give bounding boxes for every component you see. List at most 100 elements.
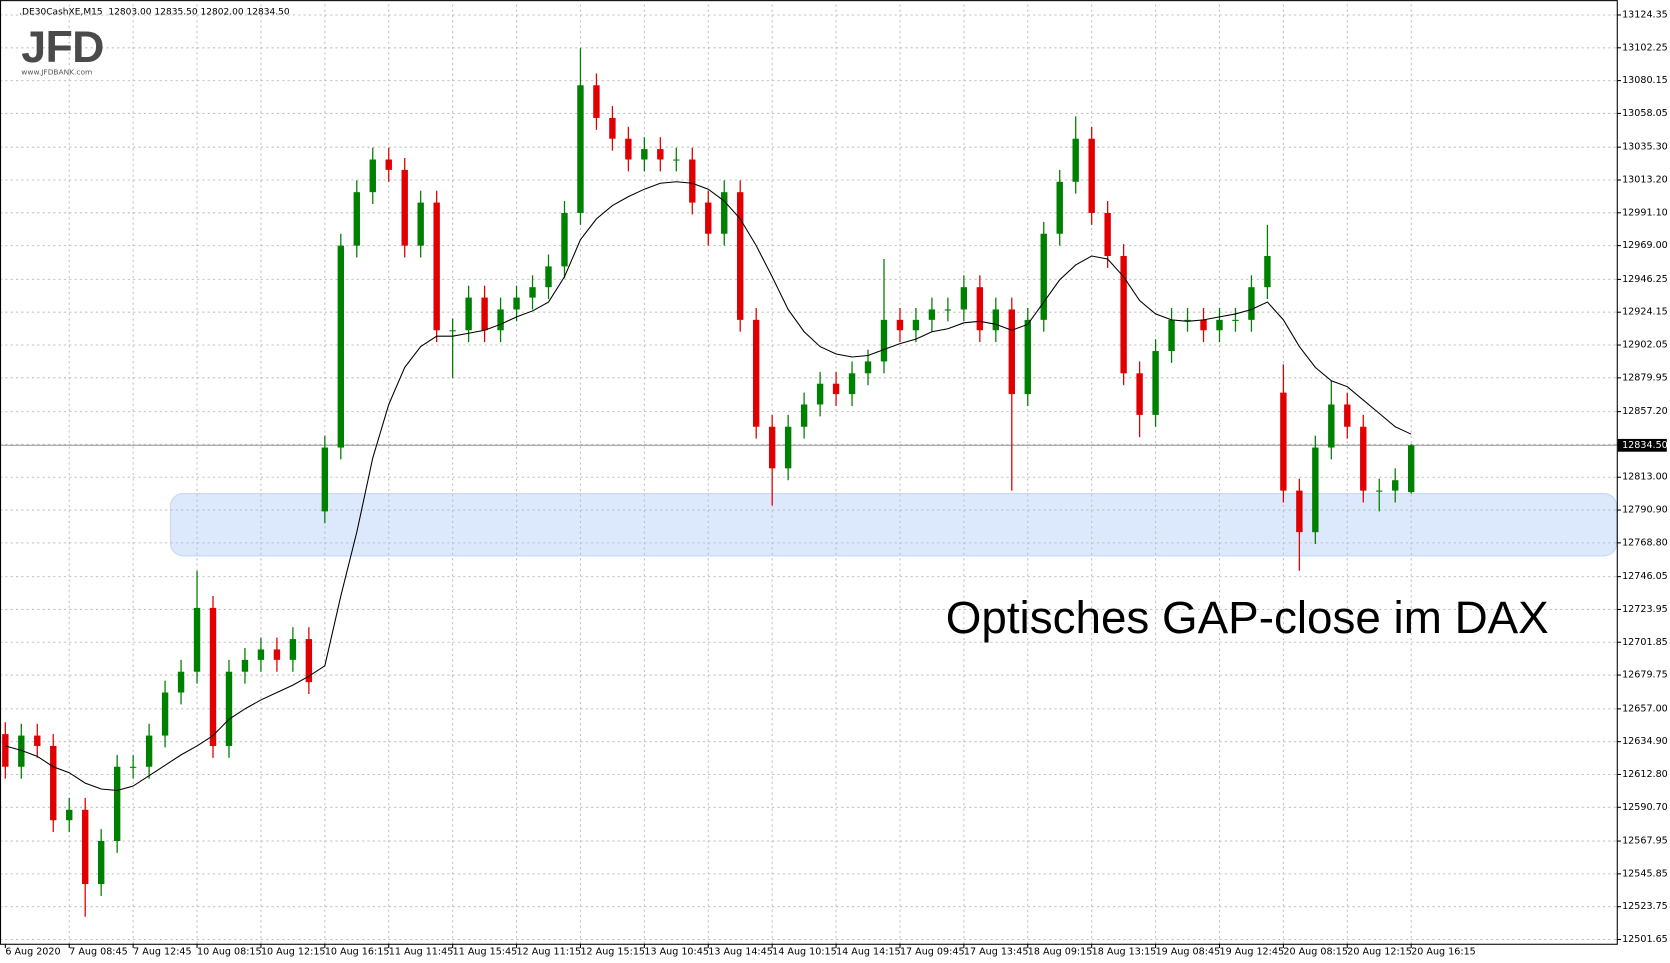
annotation: Optisches GAP-close im DAX — [946, 592, 1549, 643]
candle-body — [529, 287, 536, 298]
x-tick-label: 14 Aug 10:15 — [772, 947, 837, 958]
candle-body — [1392, 480, 1399, 491]
candle-body — [177, 671, 185, 693]
zone-layer — [169, 493, 1618, 557]
x-tick-label: 10 Aug 08:15 — [197, 947, 262, 958]
candle-body — [353, 192, 360, 246]
x-tick-label: 12 Aug 15:15 — [580, 947, 645, 958]
x-tick-label: 10 Aug 16:15 — [325, 947, 390, 958]
candle-body — [864, 361, 872, 374]
candle-body — [545, 266, 552, 288]
moving-average — [5, 181, 1412, 792]
y-tick-label: 12746.05 — [1622, 571, 1668, 582]
candle-body — [577, 85, 584, 213]
x-tick-label: 17 Aug 09:45 — [900, 947, 965, 958]
x-tick-label: 20 Aug 16:15 — [1411, 947, 1476, 958]
candle-body — [800, 404, 808, 427]
candle-body — [1264, 256, 1271, 288]
x-tick-label: 10 Aug 12:15 — [261, 947, 326, 958]
x-tick-label: 14 Aug 14:15 — [836, 947, 901, 958]
candle-body — [449, 330, 456, 332]
candle-body — [145, 735, 153, 767]
candle-body — [465, 297, 472, 331]
y-tick-label: 12545.85 — [1622, 868, 1668, 879]
y-tick-label: 12501.65 — [1622, 934, 1668, 945]
candle-body — [960, 287, 968, 310]
x-tick-label: 17 Aug 13:45 — [964, 947, 1029, 958]
candle-body — [513, 297, 520, 310]
y-tick-label: 12523.75 — [1622, 901, 1668, 912]
candle-body — [944, 309, 952, 311]
x-tick-label: 13 Aug 10:45 — [644, 947, 709, 958]
candle-body — [752, 319, 760, 427]
y-tick-label: 13124.35 — [1622, 9, 1668, 20]
candle-body — [321, 447, 329, 512]
candle-body — [848, 373, 856, 395]
x-tick-label: 18 Aug 09:15 — [1028, 947, 1093, 958]
candle-body — [1072, 138, 1079, 182]
x-tick-label: 12 Aug 11:15 — [517, 947, 582, 958]
candle-body — [369, 159, 376, 193]
candle-body — [705, 202, 712, 234]
overlay-layer: .DE30CashXE,M15 12803.00 12835.50 12802.… — [19, 7, 1668, 643]
candle-body — [1184, 319, 1191, 321]
candle-body — [305, 639, 313, 683]
candle-body — [1360, 426, 1367, 491]
x-tick-label: 6 Aug 2020 — [5, 947, 60, 958]
candle-body — [34, 735, 41, 746]
x-tick-label: 11 Aug 15:45 — [453, 947, 518, 958]
candle-body — [1104, 212, 1111, 257]
y-tick-label: 12790.90 — [1622, 505, 1668, 516]
candle-body — [816, 383, 824, 405]
candle-body — [1168, 319, 1175, 352]
x-tick-label: 19 Aug 08:45 — [1156, 947, 1221, 958]
candle-body — [912, 319, 920, 331]
candle-body — [721, 192, 728, 234]
grid-layer: 13124.35 13102.25 13080.15 13058.05 13035.30… — [0, 4, 1668, 958]
candle-body — [97, 840, 105, 885]
candle-body — [1056, 181, 1063, 234]
y-tick-label: 13035.30 — [1622, 142, 1668, 153]
y-tick-label: 12924.15 — [1622, 307, 1668, 318]
candle-body — [497, 309, 504, 331]
candle-body — [337, 245, 345, 448]
candle-body — [1088, 138, 1095, 213]
last-price-label: 12834.50 — [1622, 440, 1668, 451]
chart-header: .DE30CashXE,M15 12803.00 12835.50 12802.… — [19, 7, 290, 17]
y-tick-label: 12634.90 — [1622, 736, 1668, 747]
x-tick-label: 7 Aug 08:45 — [69, 947, 127, 958]
y-tick-label: 13080.15 — [1622, 75, 1668, 86]
candle-body — [82, 809, 89, 885]
candle-body — [1312, 447, 1319, 533]
gap-zone — [169, 493, 1618, 557]
candle-body — [161, 692, 169, 736]
candle-body — [18, 735, 25, 767]
candle-body — [1120, 256, 1127, 374]
y-tick-label: 12723.95 — [1622, 604, 1668, 615]
y-tick-label: 12612.80 — [1622, 769, 1668, 780]
y-tick-label: 12768.80 — [1622, 537, 1668, 548]
candle-body — [257, 649, 265, 660]
x-tick-label: 7 Aug 12:45 — [133, 947, 192, 958]
candle-body — [66, 809, 73, 821]
candle-body — [689, 159, 696, 203]
candle-body — [832, 383, 840, 395]
candle-body — [593, 85, 600, 118]
candle-body — [896, 319, 904, 331]
candle-body — [2, 734, 9, 767]
candle-body — [1328, 404, 1335, 448]
candle-body — [1024, 319, 1031, 395]
candle-body — [225, 671, 233, 746]
y-tick-label: 12657.00 — [1622, 703, 1668, 714]
x-tick-label: 18 Aug 13:15 — [1092, 947, 1157, 958]
candle-body — [609, 117, 616, 139]
candle-body — [768, 426, 776, 469]
candle-body — [1407, 445, 1415, 493]
logo: JFD — [21, 23, 104, 72]
y-tick-label: 13058.05 — [1622, 108, 1668, 119]
candle-body — [273, 649, 281, 660]
candle-body — [209, 607, 217, 746]
candle-body — [401, 169, 408, 246]
candle-body — [784, 426, 792, 469]
